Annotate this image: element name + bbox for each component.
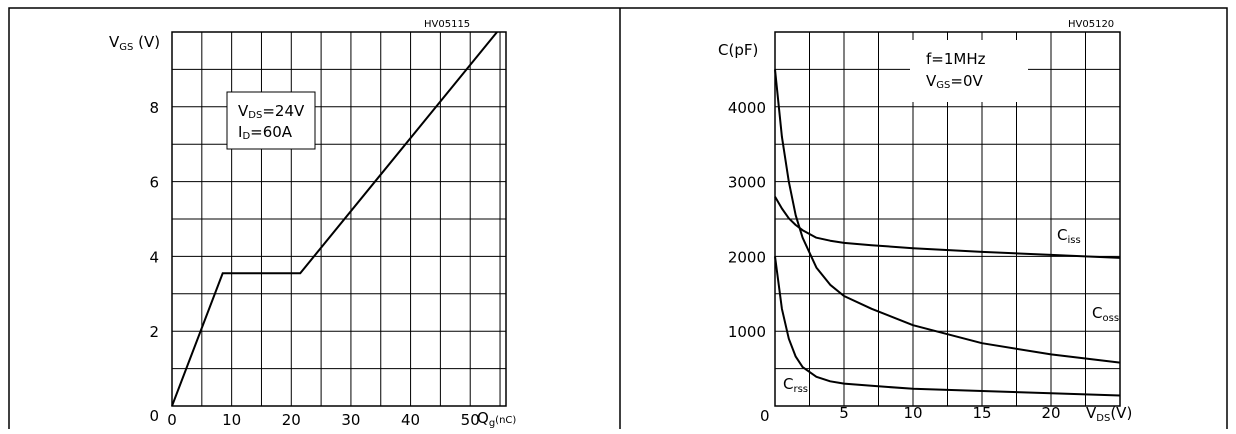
series-label-coss: Coss xyxy=(1092,304,1119,324)
capacitance-origin-label: 0 xyxy=(760,407,770,425)
figure-code-right: HV05120 xyxy=(1068,19,1114,30)
condition-box xyxy=(226,91,316,150)
condition-box-right xyxy=(910,40,1028,102)
x-tick-label: 10 xyxy=(222,411,241,429)
y-tick-label: 6 xyxy=(149,174,159,192)
y-tick-label: 0 xyxy=(149,407,159,425)
gate-charge-curve xyxy=(171,31,498,407)
condition-id: ID=60A xyxy=(238,123,293,142)
gate-charge-chart: 0 10 20 30 40 50 2 4 6 8 0 HV05115 VGS (V) Qg(nC)… xyxy=(109,19,516,429)
condition-vds: VDS=24V xyxy=(238,102,305,121)
gate-charge-x-axis-label: Qg(nC) xyxy=(477,409,516,429)
x-tick-label: 20 xyxy=(1041,404,1060,422)
gate-charge-x-ticks: 0 10 20 30 40 50 xyxy=(167,411,480,429)
capacitance-x-ticks: 5 10 15 20 xyxy=(839,404,1060,422)
capacitance-y-axis-label: C(pF) xyxy=(718,41,758,59)
x-tick-label: 40 xyxy=(401,411,420,429)
capacitance-curves xyxy=(774,69,1121,397)
x-tick-label: 15 xyxy=(972,404,991,422)
capacitance-chart: 5 10 15 20 1000 2000 3000 4000 HV05120 C(pF) V… xyxy=(718,19,1132,425)
curve-crss xyxy=(774,256,1121,397)
x-tick-label: 50 xyxy=(461,411,480,429)
y-tick-label: 8 xyxy=(149,99,159,117)
y-tick-label: 4 xyxy=(149,248,159,266)
curve-coss xyxy=(774,69,1121,364)
y-tick-label: 4000 xyxy=(728,99,766,117)
figure-code-left: HV05115 xyxy=(424,19,470,30)
series-label-crss: Crss xyxy=(783,375,808,395)
x-tick-label: 0 xyxy=(167,411,177,429)
y-tick-label: 3000 xyxy=(728,174,766,192)
figure-border xyxy=(8,7,1228,434)
y-tick-label: 2000 xyxy=(728,248,766,266)
x-tick-label: 30 xyxy=(341,411,360,429)
condition-vgs: VGS=0V xyxy=(926,72,983,91)
gate-charge-y-ticks: 2 4 6 8 0 xyxy=(149,99,159,425)
x-tick-label: 20 xyxy=(282,411,301,429)
gate-charge-y-axis-label: VGS (V) xyxy=(109,33,160,53)
vgs-curve xyxy=(171,31,498,407)
y-tick-label: 1000 xyxy=(728,323,766,341)
curve-ciss xyxy=(774,196,1121,259)
series-label-ciss: Ciss xyxy=(1057,226,1081,246)
capacitance-x-axis-label: VDS(V) xyxy=(1086,404,1132,424)
capacitance-y-ticks: 1000 2000 3000 4000 xyxy=(728,99,766,341)
x-tick-label: 10 xyxy=(903,404,922,422)
gate-charge-grid xyxy=(171,31,507,407)
x-tick-label: 5 xyxy=(839,404,849,422)
y-tick-label: 2 xyxy=(149,323,159,341)
condition-frequency: f=1MHz xyxy=(926,50,986,68)
